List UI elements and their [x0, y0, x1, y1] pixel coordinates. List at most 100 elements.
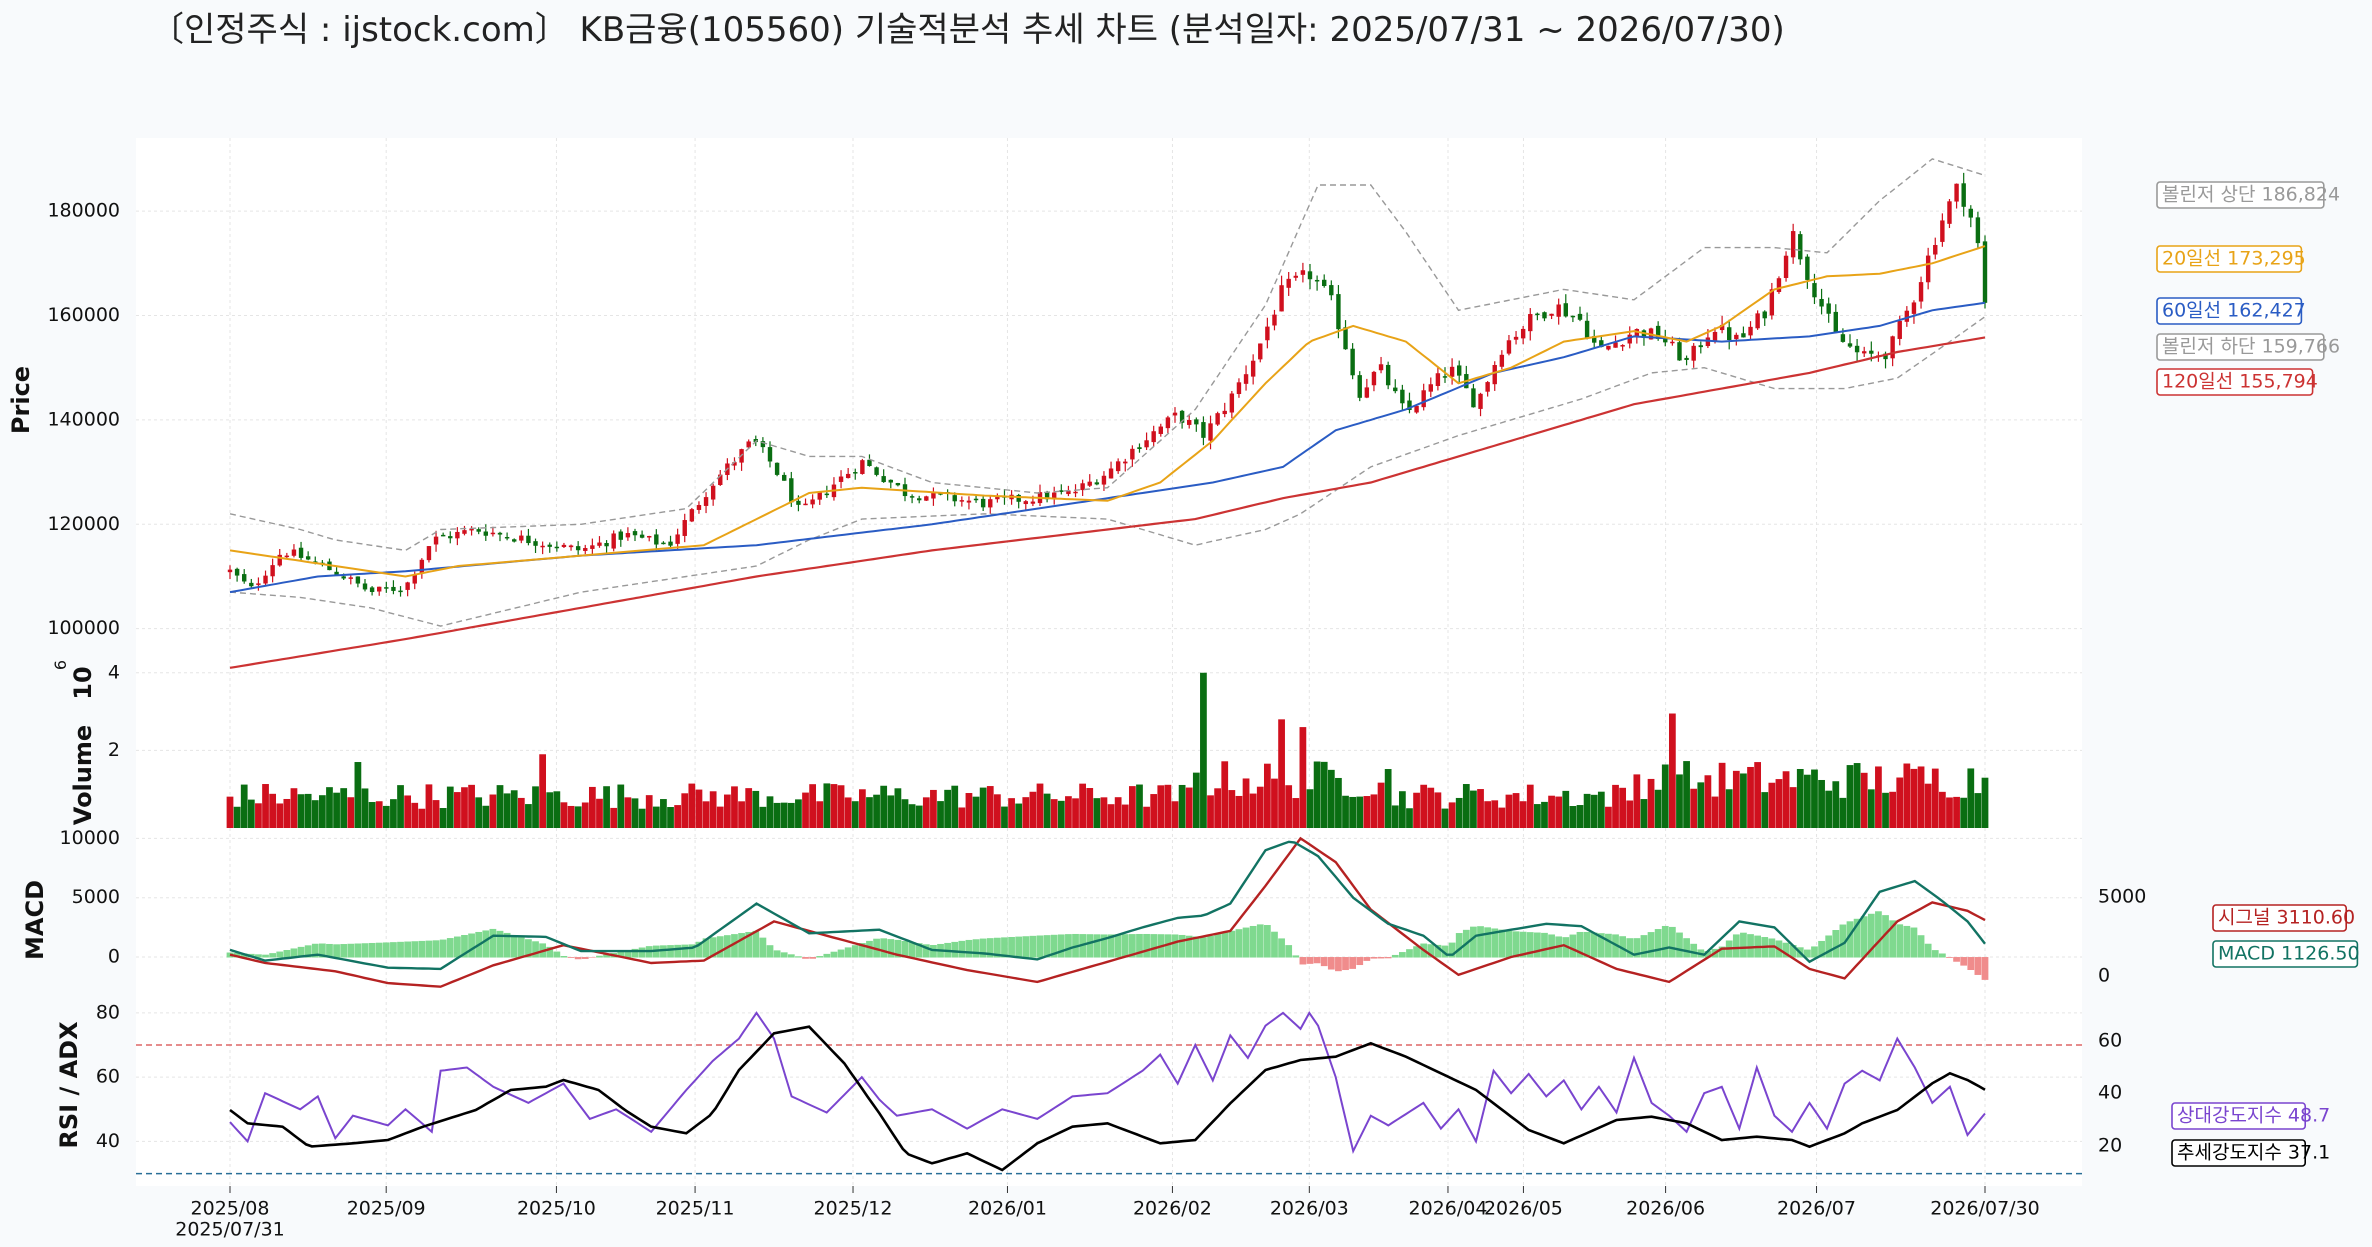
volume-bar	[1818, 779, 1825, 828]
macd-legend-label-box	[2212, 904, 2347, 932]
candle-body	[1954, 183, 1959, 202]
candle-body	[1734, 334, 1739, 340]
volume-bar	[1867, 789, 1875, 828]
price-legend-label: 볼린저 상단 186,824	[2162, 184, 2340, 206]
candle-body	[1542, 312, 1547, 319]
candle-body	[1655, 325, 1661, 339]
candle-body	[298, 547, 304, 558]
candle-body	[1584, 320, 1590, 338]
macd-histogram-bar	[503, 932, 511, 958]
volume-bar	[1228, 790, 1236, 828]
price-panel	[227, 158, 1988, 669]
candle-body	[1719, 324, 1725, 331]
candle-body	[1847, 343, 1853, 347]
volume-bar	[1050, 799, 1058, 828]
macd-right-ytick-label: 0	[2098, 965, 2110, 987]
candle-body	[590, 545, 595, 549]
candle-body	[1137, 447, 1142, 449]
macd-histogram-bar	[1910, 927, 1918, 958]
volume-bar	[667, 807, 674, 828]
macd-panel	[226, 836, 1989, 988]
candle-body	[561, 544, 567, 548]
volume-bar	[1761, 792, 1769, 828]
volume-bar	[297, 794, 305, 828]
volume-bar	[1093, 798, 1101, 828]
volume-bar	[1960, 797, 1968, 828]
candle-body	[476, 529, 481, 532]
macd-histogram-bar	[482, 930, 490, 958]
legend-labels: 볼린저 상단 186,824 20일선 173,295 60일선 162,427 볼린…	[2156, 181, 2360, 1167]
x-tick-label: 2026/01	[968, 1198, 1047, 1220]
candle-body	[270, 565, 275, 577]
candle-body	[1968, 208, 1973, 218]
macd-histogram-bar	[880, 938, 888, 958]
macd-histogram-bar	[631, 948, 639, 958]
volume-bar	[1150, 794, 1158, 828]
volume-bar	[624, 797, 632, 828]
macd-histogram-bar	[1434, 944, 1442, 958]
macd-histogram-bar	[709, 937, 717, 958]
candle-body	[519, 535, 524, 541]
volume-bar	[1249, 793, 1257, 828]
macd-histogram-bar	[432, 940, 440, 958]
macd-histogram-bar	[1626, 938, 1634, 958]
volume-bar	[1654, 789, 1662, 828]
volume-bar	[1576, 805, 1584, 828]
macd-histogram-bar	[517, 937, 525, 958]
volume-bar	[255, 803, 262, 828]
macd-histogram-bar	[667, 945, 674, 958]
candle-body	[291, 549, 297, 556]
candle-body	[647, 536, 652, 538]
volume-bar	[1597, 791, 1605, 828]
volume-bar	[1242, 778, 1250, 828]
volume-bar	[375, 801, 383, 828]
volume-bar	[1541, 801, 1548, 828]
candle-body	[1506, 340, 1512, 354]
volume-bar	[1470, 790, 1477, 828]
macd-histogram-bar	[1391, 954, 1399, 958]
macd-histogram-bar	[368, 942, 376, 958]
volume-bar	[1853, 763, 1861, 828]
candle-body	[1250, 360, 1256, 377]
candle-body	[1201, 422, 1206, 438]
candle-body	[952, 495, 957, 502]
macd-histogram-bar	[660, 945, 667, 958]
candle-body	[1300, 270, 1306, 275]
candle-body	[1457, 365, 1462, 376]
volume-bar	[638, 808, 646, 828]
volume-bar	[1256, 786, 1264, 828]
candle-body	[1258, 343, 1263, 360]
volume-bar	[1768, 782, 1776, 828]
candle-body	[824, 493, 830, 496]
macd-histogram-bar	[1299, 957, 1307, 965]
price-legend-label-box	[2156, 297, 2303, 325]
adx-line	[229, 1025, 1986, 1172]
volume-bar	[844, 797, 852, 828]
grid	[136, 138, 2082, 1186]
candle-body	[1755, 313, 1760, 329]
candle-body	[1215, 413, 1220, 425]
macd-ytick-label: 5000	[72, 886, 120, 908]
candle-body	[512, 539, 517, 542]
macd-histogram-bar	[674, 944, 682, 958]
volume-bar	[1910, 768, 1918, 828]
candle-body	[1378, 364, 1384, 371]
macd-histogram-bar	[695, 941, 703, 958]
macd-histogram-bar	[1526, 932, 1534, 958]
candle-body	[867, 459, 872, 467]
volume-bar	[880, 785, 888, 828]
candle-body	[1272, 314, 1277, 326]
candle-body	[1023, 501, 1028, 505]
volume-bar	[1370, 794, 1378, 828]
volume-bar	[1427, 787, 1435, 828]
candle-body	[1492, 365, 1497, 385]
volume-panel	[226, 672, 1989, 828]
macd-histogram-bar	[986, 938, 994, 958]
volume-bar	[688, 783, 696, 828]
volume-axis-title: Volume	[69, 725, 97, 825]
candle-body	[1613, 342, 1618, 348]
macd-histogram-bar	[1839, 924, 1847, 958]
volume-bar	[418, 808, 426, 828]
volume-bar	[1342, 795, 1349, 828]
macd-histogram-bar	[1327, 957, 1335, 970]
